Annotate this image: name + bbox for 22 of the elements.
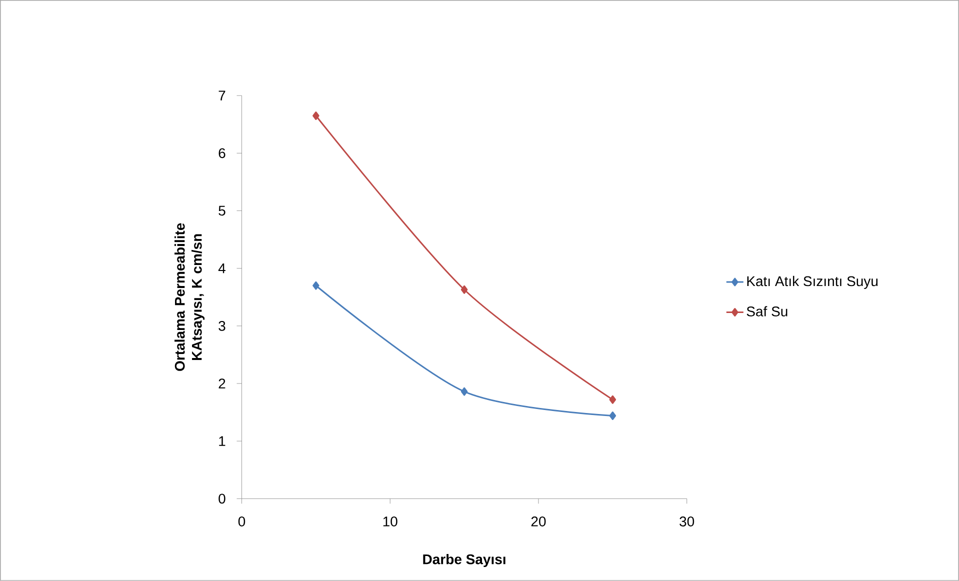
y-tick-label: 1 (219, 436, 226, 446)
x-tick-label: 0 (238, 516, 246, 526)
x-tick-label: 20 (531, 516, 546, 526)
y-tick-label: 4 (218, 264, 226, 274)
x-tick-label: 10 (383, 516, 398, 526)
legend-label: Katı Atık Sızıntı Suyu (747, 276, 878, 289)
point (460, 285, 468, 294)
point (312, 281, 320, 290)
point (460, 387, 468, 396)
y-tick-label: 6 (218, 148, 226, 158)
y-tick-label: 7 (218, 90, 226, 100)
x-axis-title: Darbe Sayısı (423, 554, 506, 568)
y-tick-label: 5 (218, 206, 226, 216)
y-tick-label: 0 (218, 494, 226, 504)
y-axis-title: Ortalama Permeabilite KAtsayısı, K cm/sn (174, 223, 205, 371)
x-tick-label: 30 (680, 516, 694, 526)
legend-label: Saf Su (746, 306, 788, 316)
point (312, 112, 320, 120)
y-tick-label: 3 (218, 321, 226, 331)
y-tick-label: 2 (218, 378, 226, 388)
point (609, 412, 616, 420)
point (609, 395, 616, 404)
